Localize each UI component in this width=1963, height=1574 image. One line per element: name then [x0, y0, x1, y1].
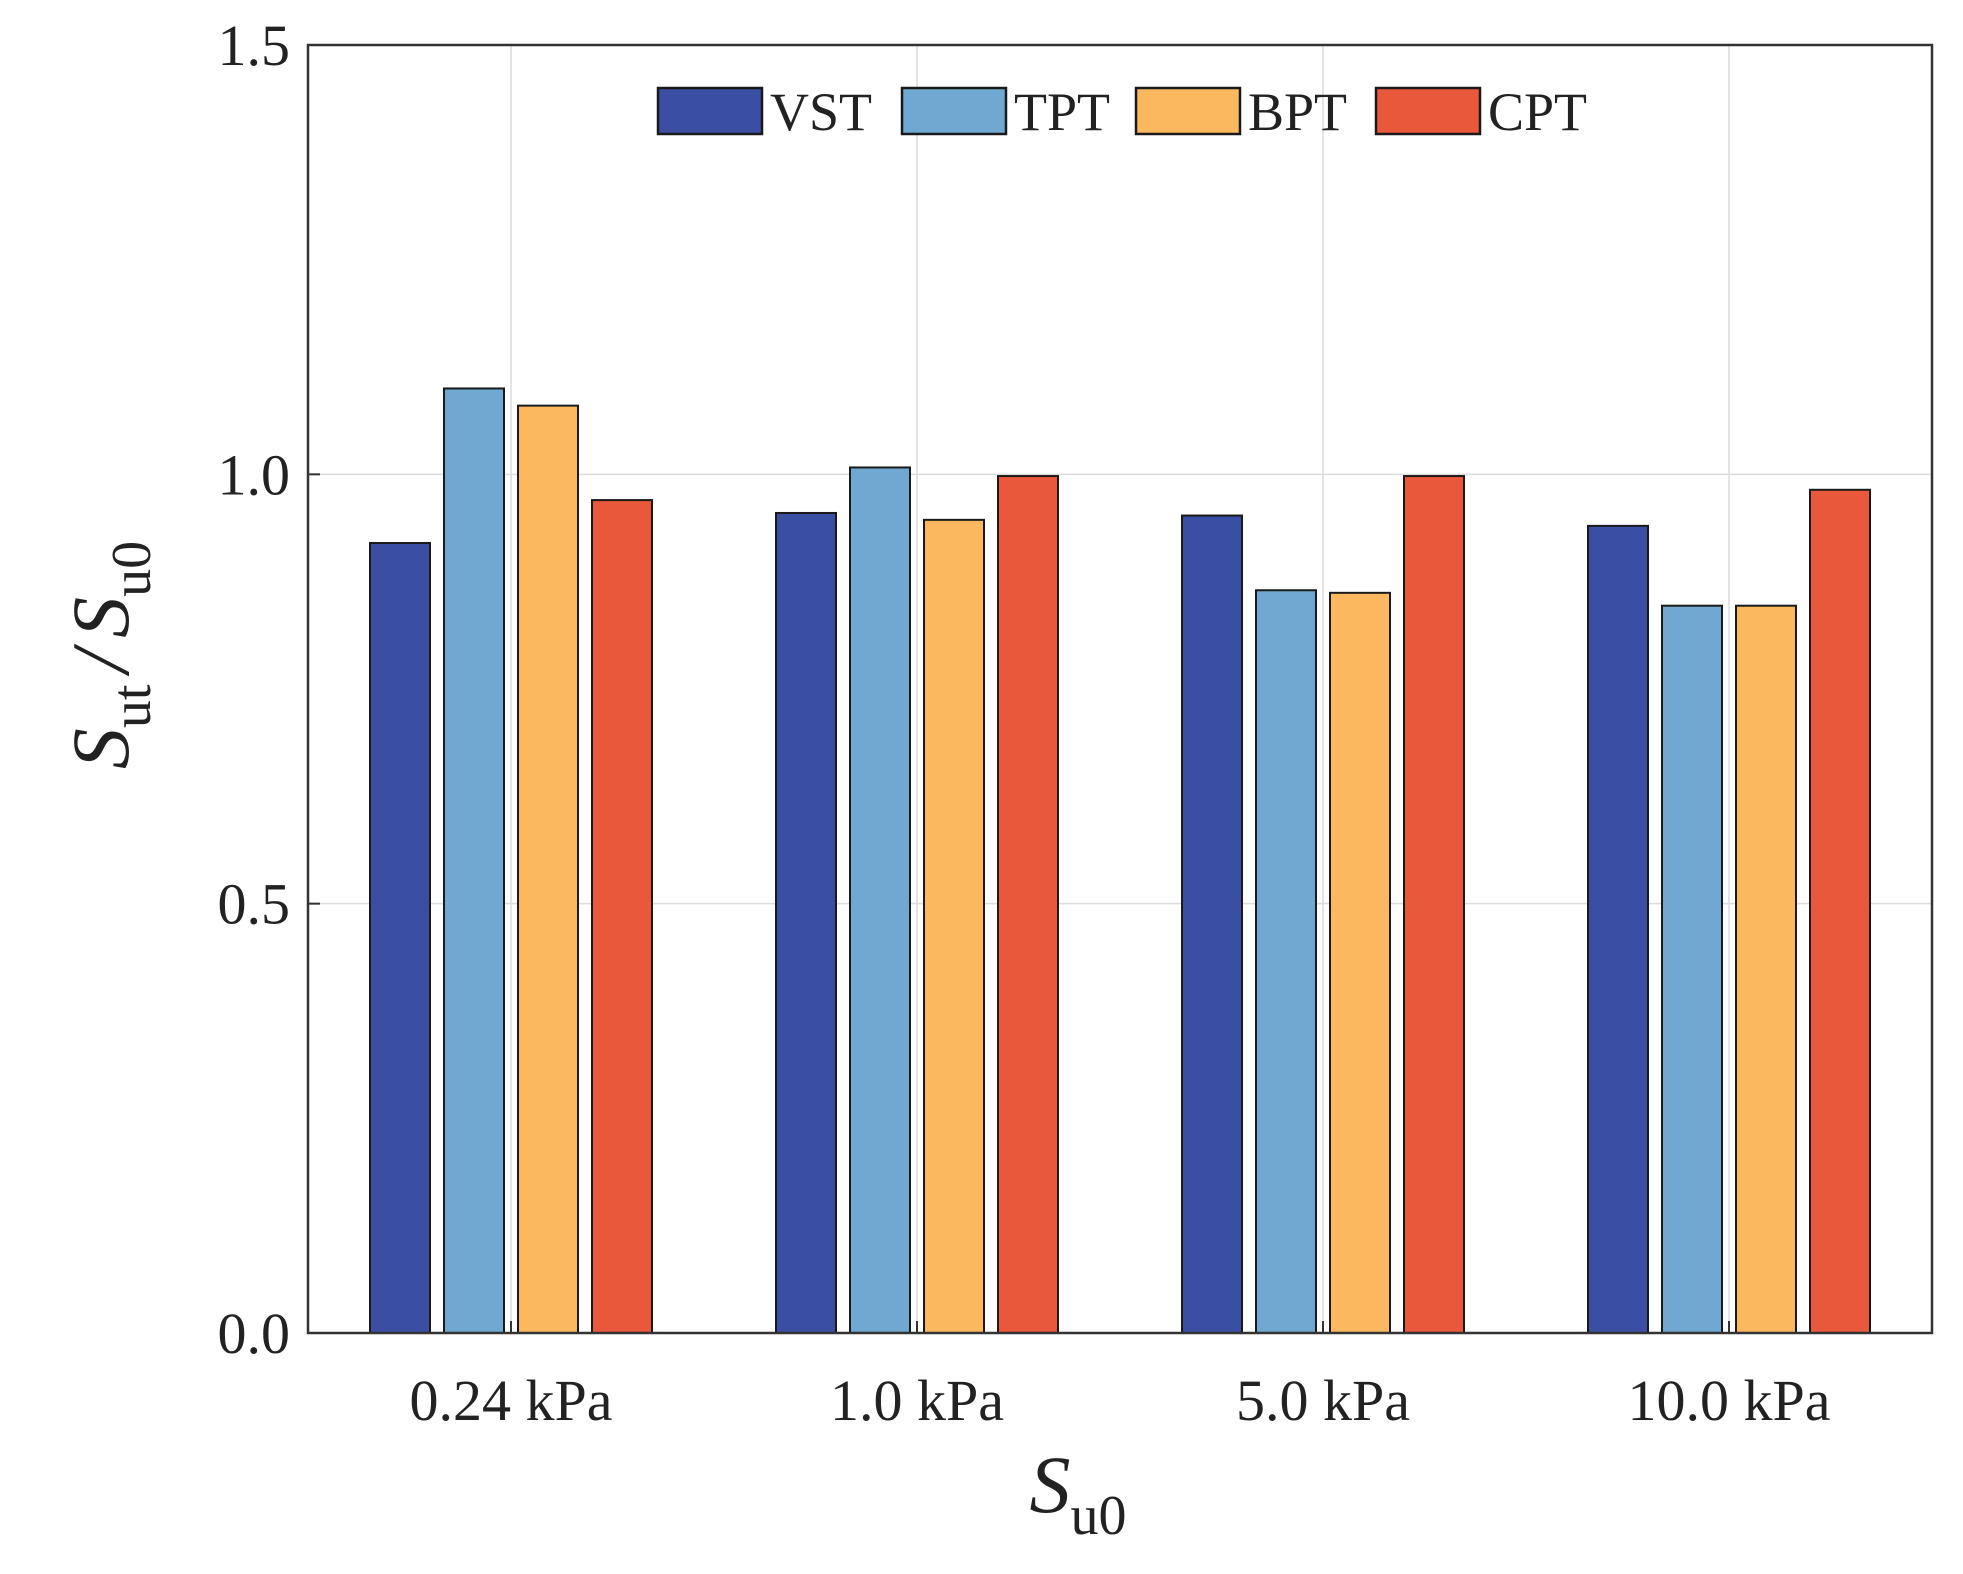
legend: VST TPT BPT CPT	[656, 82, 1587, 142]
y-axis-label: Sut / Su0	[55, 541, 163, 769]
bar-vst-0	[369, 542, 431, 1334]
legend-label-cpt: CPT	[1488, 82, 1587, 142]
bar-tpt-2	[1255, 589, 1317, 1334]
bar-vst-2	[1181, 514, 1243, 1334]
y-axis-label-symbol: S	[55, 728, 146, 769]
legend-swatch-bpt	[1134, 86, 1242, 136]
x-tick-label: 5.0 kPa	[1236, 1368, 1410, 1433]
bar-vst-3	[1587, 524, 1649, 1334]
x-axis-label-symbol: S	[1030, 1439, 1071, 1530]
y-tick-label: 0.5	[218, 872, 291, 937]
bar-bpt-0	[517, 404, 579, 1334]
y-axis-label-subscript: ut	[101, 684, 163, 728]
x-tick-label: 1.0 kPa	[830, 1368, 1004, 1433]
y-axis-ticks: 0.0 0.5 1.0 1.5	[218, 13, 320, 1366]
legend-label-tpt: TPT	[1014, 82, 1110, 142]
y-axis-label-subscript-2: u0	[101, 541, 163, 597]
legend-swatch-tpt	[900, 86, 1008, 136]
y-axis-label-symbol-2: S	[55, 597, 146, 638]
bar-cpt-0	[591, 499, 653, 1334]
x-axis-label-subscript: u0	[1071, 1485, 1127, 1547]
bar-bpt-2	[1329, 591, 1391, 1334]
bar-cpt-1	[997, 475, 1059, 1334]
y-tick-label: 1.5	[218, 13, 291, 78]
legend-swatch-cpt	[1374, 86, 1482, 136]
y-tick-label: 1.0	[218, 442, 291, 507]
x-axis-label: Su0	[1030, 1439, 1127, 1547]
x-tick-label: 10.0 kPa	[1628, 1368, 1831, 1433]
y-axis-label-separator: /	[55, 643, 146, 677]
bar-vst-1	[775, 511, 837, 1334]
legend-swatch-vst	[656, 86, 764, 136]
y-tick-label: 0.0	[218, 1301, 291, 1366]
bars-group	[369, 387, 1871, 1335]
bar-tpt-0	[443, 387, 505, 1334]
plot-frame	[306, 43, 1934, 1335]
bar-cpt-3	[1809, 488, 1871, 1335]
x-tick-label: 0.24 kPa	[410, 1368, 613, 1433]
bar-cpt-2	[1403, 475, 1465, 1334]
x-axis-ticks: 0.24 kPa 1.0 kPa 5.0 kPa 10.0 kPa	[410, 1321, 1831, 1433]
bar-tpt-1	[849, 466, 911, 1334]
bar-bpt-1	[923, 518, 985, 1334]
legend-label-bpt: BPT	[1248, 82, 1347, 142]
bar-bpt-3	[1735, 604, 1797, 1334]
bar-tpt-3	[1661, 604, 1723, 1334]
legend-label-vst: VST	[770, 82, 872, 142]
